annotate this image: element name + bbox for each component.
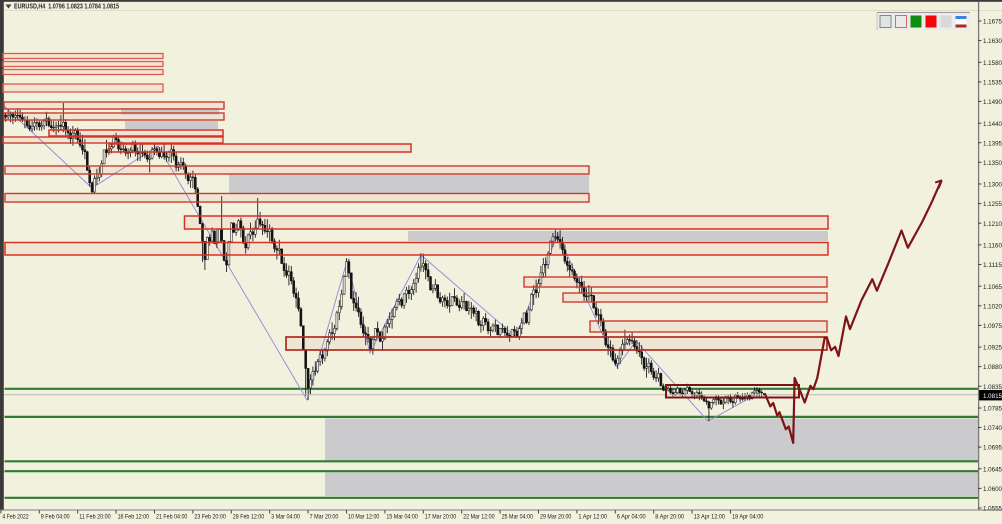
svg-text:18 Apr 04:00: 18 Apr 04:00 — [732, 514, 764, 521]
svg-text:1.1115: 1.1115 — [983, 262, 1002, 269]
svg-text:1.1580: 1.1580 — [983, 60, 1002, 67]
svg-text:4 Feb 2022: 4 Feb 2022 — [2, 514, 28, 521]
svg-text:1.1675: 1.1675 — [983, 19, 1002, 26]
svg-text:17 Mar 20:00: 17 Mar 20:00 — [425, 514, 457, 521]
svg-text:1.0695: 1.0695 — [983, 445, 1002, 452]
svg-text:22 Mar 12:00: 22 Mar 12:00 — [463, 514, 495, 521]
svg-text:1.0975: 1.0975 — [983, 323, 1002, 330]
svg-text:23 Feb 20:00: 23 Feb 20:00 — [194, 514, 226, 521]
svg-text:1.0880: 1.0880 — [983, 364, 1002, 371]
svg-text:10 Mar 12:00: 10 Mar 12:00 — [348, 514, 380, 521]
svg-text:1.1300: 1.1300 — [983, 182, 1002, 189]
svg-text:1.0600: 1.0600 — [983, 486, 1002, 493]
svg-text:1.0835: 1.0835 — [983, 384, 1002, 391]
svg-text:1.1630: 1.1630 — [983, 38, 1002, 45]
svg-text:1.1395: 1.1395 — [983, 140, 1002, 147]
svg-text:1.1020: 1.1020 — [983, 303, 1002, 310]
svg-text:1.1210: 1.1210 — [983, 221, 1002, 228]
svg-text:1.0785: 1.0785 — [983, 406, 1002, 413]
svg-text:1.0555: 1.0555 — [983, 506, 1002, 513]
svg-text:1.1350: 1.1350 — [983, 160, 1002, 167]
svg-text:1.1160: 1.1160 — [983, 243, 1002, 250]
svg-text:1.1065: 1.1065 — [983, 284, 1002, 291]
svg-text:8 Apr 20:00: 8 Apr 20:00 — [655, 514, 684, 521]
svg-text:6 Apr 04:00: 6 Apr 04:00 — [617, 514, 646, 521]
svg-text:1.1255: 1.1255 — [983, 201, 1002, 208]
svg-text:16 Feb 12:00: 16 Feb 12:00 — [118, 514, 150, 521]
svg-text:28 Feb 12:00: 28 Feb 12:00 — [233, 514, 265, 521]
svg-text:EURUSD,H4 1.0796 1.0823 1.078: EURUSD,H4 1.0796 1.0823 1.0784 1.0815 — [14, 2, 119, 11]
svg-text:1.1490: 1.1490 — [983, 99, 1002, 106]
svg-text:1.0815: 1.0815 — [983, 393, 1002, 400]
svg-text:1 Apr 12:00: 1 Apr 12:00 — [578, 514, 607, 521]
svg-text:1.1535: 1.1535 — [983, 80, 1002, 87]
svg-text:21 Feb 04:00: 21 Feb 04:00 — [156, 514, 188, 521]
svg-text:3 Mar 04:00: 3 Mar 04:00 — [271, 514, 300, 521]
svg-text:15 Mar 04:00: 15 Mar 04:00 — [386, 514, 418, 521]
svg-text:1.1440: 1.1440 — [983, 121, 1002, 128]
svg-text:25 Mar 04:00: 25 Mar 04:00 — [502, 514, 534, 521]
svg-text:1.0740: 1.0740 — [983, 425, 1002, 432]
svg-text:11 Feb 20:00: 11 Feb 20:00 — [79, 514, 111, 521]
svg-text:1.0645: 1.0645 — [983, 466, 1002, 473]
svg-text:13 Apr 12:00: 13 Apr 12:00 — [694, 514, 726, 521]
svg-text:1.0925: 1.0925 — [983, 345, 1002, 352]
svg-text:7 Mar 20:00: 7 Mar 20:00 — [310, 514, 339, 521]
svg-text:29 Mar 20:00: 29 Mar 20:00 — [540, 514, 572, 521]
svg-text:9 Feb 04:00: 9 Feb 04:00 — [41, 514, 70, 521]
